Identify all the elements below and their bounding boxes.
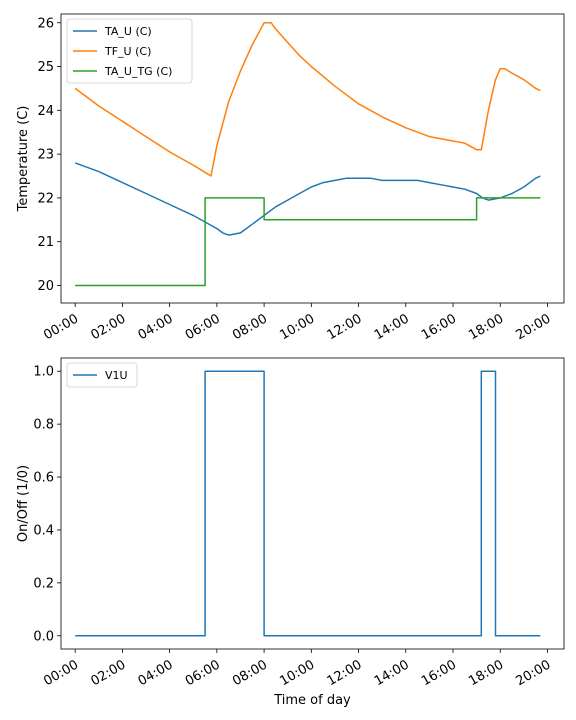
x-tick-label: 04:00 <box>136 657 176 689</box>
x-tick-label: 16:00 <box>419 311 459 343</box>
x-tick-label: 20:00 <box>514 311 554 343</box>
y-tick-label: 25 <box>37 60 54 75</box>
y-tick-label: 26 <box>37 16 54 31</box>
x-tick-label: 02:00 <box>88 657 128 689</box>
x-tick-label: 08:00 <box>230 311 270 343</box>
legend-label-1: TF_U (C) <box>104 45 151 58</box>
legend-label-0: TA_U (C) <box>104 25 152 38</box>
y-tick-label: 0.2 <box>33 576 54 591</box>
x-tick-label: 14:00 <box>372 311 412 343</box>
x-tick-label: 12:00 <box>325 657 365 689</box>
y-tick-label: 20 <box>37 279 54 294</box>
x-tick-label: 06:00 <box>183 311 223 343</box>
x-tick-label: 00:00 <box>41 311 81 343</box>
series-line-0 <box>74 162 541 236</box>
legend-box <box>66 18 193 84</box>
y-tick-label: 0.8 <box>33 418 54 433</box>
axes-frame <box>60 13 565 304</box>
y-tick-label: 0.4 <box>33 523 54 538</box>
x-tick-label: 14:00 <box>372 657 412 689</box>
temperature-chart: 00:00 02:00 04:00 06:00 08:00 10:00 12:00 14:00… <box>16 13 565 343</box>
x-tick-label: 18:00 <box>466 311 506 343</box>
axes-frame <box>60 357 565 650</box>
series-line-0 <box>75 370 541 637</box>
x-tick-label: 02:00 <box>88 311 128 343</box>
y-tick-label: 1.0 <box>33 365 54 380</box>
legend-box <box>66 362 138 388</box>
series-line-1 <box>74 22 541 177</box>
y-tick-label: 23 <box>37 148 54 163</box>
x-tick-label: 10:00 <box>277 311 317 343</box>
x-axis-label: Time of day <box>273 693 351 708</box>
x-tick-label: 18:00 <box>466 657 506 689</box>
x-tick-label: 00:00 <box>41 657 81 689</box>
x-tick-label: 08:00 <box>230 657 270 689</box>
legend-label-0: V1U <box>105 369 128 382</box>
legend-label-2: TA_U_TG (C) <box>104 65 172 78</box>
y-axis-label: Temperature (C) <box>16 106 31 213</box>
y-tick-label: 0.0 <box>33 629 54 644</box>
y-tick-label: 0.6 <box>33 471 54 486</box>
valve-chart: 00:00 02:00 04:00 06:00 08:00 10:00 12:00 14:00… <box>16 357 565 708</box>
y-tick-label: 21 <box>37 235 54 250</box>
x-tick-label: 20:00 <box>514 657 554 689</box>
x-tick-label: 16:00 <box>419 657 459 689</box>
y-tick-label: 22 <box>37 191 54 206</box>
x-tick-label: 04:00 <box>136 311 176 343</box>
x-tick-label: 10:00 <box>277 657 317 689</box>
y-axis-label: On/Off (1/0) <box>16 465 31 542</box>
y-tick-label: 24 <box>37 104 54 119</box>
x-tick-label: 12:00 <box>325 311 365 343</box>
x-tick-label: 06:00 <box>183 657 223 689</box>
series-line-2 <box>75 197 541 287</box>
